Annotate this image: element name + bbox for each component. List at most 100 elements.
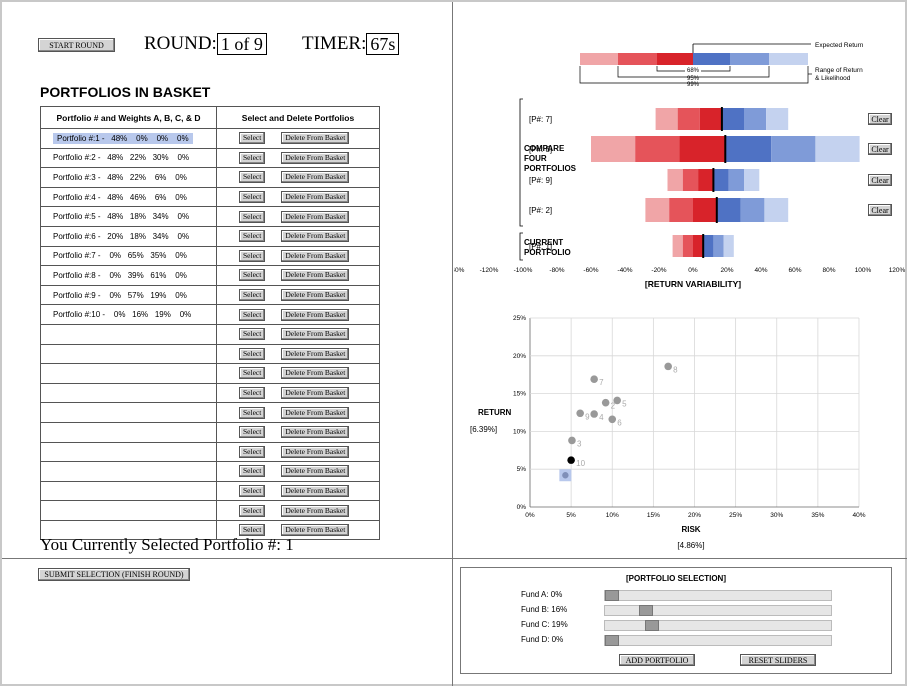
select-portfolio-button[interactable]: Select bbox=[239, 230, 266, 243]
delete-from-basket-button[interactable]: Delete From Basket bbox=[281, 524, 350, 537]
risk-return-scatter: 0% 5% 10% 15% 20% 25% 30% 35% 40% 0% 5% 10% 15% 20% 25… bbox=[470, 315, 866, 550]
delete-from-basket-button[interactable]: Delete From Basket bbox=[281, 367, 350, 380]
delete-from-basket-button[interactable]: Delete From Basket bbox=[281, 289, 350, 302]
select-portfolio-button[interactable]: Select bbox=[239, 387, 266, 400]
clear-portfolio-button[interactable]: Clear bbox=[868, 204, 892, 216]
select-portfolio-button[interactable]: Select bbox=[239, 132, 266, 145]
select-portfolio-button[interactable]: Select bbox=[239, 406, 266, 419]
delete-from-basket-button[interactable]: Delete From Basket bbox=[281, 387, 350, 400]
scatter-point[interactable]: 6 bbox=[608, 415, 622, 428]
fund-slider-thumb[interactable] bbox=[645, 620, 660, 631]
x-tick-label: -100% bbox=[514, 267, 533, 274]
scatter-point[interactable]: 4 bbox=[590, 410, 604, 422]
delete-from-basket-button[interactable]: Delete From Basket bbox=[281, 132, 350, 145]
portfolio-actions-cell: Select Delete From Basket bbox=[216, 323, 380, 345]
point-marker bbox=[562, 472, 569, 479]
delete-from-basket-button[interactable]: Delete From Basket bbox=[281, 328, 350, 341]
select-portfolio-button[interactable]: Select bbox=[239, 445, 266, 458]
scatter-point[interactable]: 5 bbox=[613, 396, 627, 409]
fund-slider-thumb[interactable] bbox=[605, 590, 619, 601]
select-portfolio-button[interactable]: Select bbox=[239, 151, 266, 164]
fund-slider-track[interactable] bbox=[604, 635, 832, 646]
portfolio-weights-cell: Portfolio #:2 - 48% 22% 30% 0% bbox=[40, 147, 217, 169]
basket-col2-header: Select and Delete Portfolios bbox=[216, 106, 380, 129]
select-portfolio-button[interactable]: Select bbox=[239, 210, 266, 223]
scatter-y-tick: 25% bbox=[513, 315, 526, 322]
scatter-y-tick: 15% bbox=[513, 391, 526, 398]
basket-col1-header: Portfolio # and Weights A, B, C, & D bbox=[40, 106, 217, 129]
select-portfolio-button[interactable]: Select bbox=[239, 465, 266, 478]
fund-slider-track[interactable] bbox=[604, 605, 832, 616]
portfolio-weights-cell: Portfolio #:9 - 0% 57% 19% 0% bbox=[40, 284, 217, 306]
delete-from-basket-button[interactable]: Delete From Basket bbox=[281, 151, 350, 164]
delete-from-basket-button[interactable]: Delete From Basket bbox=[281, 269, 350, 282]
delete-from-basket-button[interactable]: Delete From Basket bbox=[281, 191, 350, 204]
select-portfolio-button[interactable]: Select bbox=[239, 504, 266, 517]
return-variability-x-axis: -140% -120% -100% -80% -60% -40% -20% 0% 20% 40% 6… bbox=[454, 267, 906, 274]
select-portfolio-button[interactable]: Select bbox=[239, 347, 266, 360]
scatter-point[interactable]: 9 bbox=[576, 409, 590, 421]
start-round-button[interactable]: START ROUND bbox=[38, 38, 115, 52]
select-portfolio-button[interactable]: Select bbox=[239, 171, 266, 184]
fund-slider-thumb[interactable] bbox=[638, 605, 653, 616]
select-portfolio-button[interactable]: Select bbox=[239, 308, 266, 321]
delete-from-basket-button[interactable]: Delete From Basket bbox=[281, 465, 350, 478]
delete-from-basket-button[interactable]: Delete From Basket bbox=[281, 426, 350, 439]
basket-row: Select Delete From Basket bbox=[40, 461, 380, 482]
fund-slider-track[interactable] bbox=[604, 590, 832, 601]
select-portfolio-button[interactable]: Select bbox=[239, 328, 266, 341]
select-portfolio-button[interactable]: Select bbox=[239, 524, 266, 537]
basket-row: Portfolio #:2 - 48% 22% 30% 0% Select Dele… bbox=[40, 147, 380, 169]
select-portfolio-button[interactable]: Select bbox=[239, 484, 266, 497]
select-portfolio-button[interactable]: Select bbox=[239, 191, 266, 204]
clear-portfolio-button[interactable]: Clear bbox=[868, 113, 892, 125]
scatter-point[interactable] bbox=[559, 469, 572, 482]
x-tick-label: 100% bbox=[855, 267, 872, 274]
portfolio-weights-cell bbox=[40, 461, 217, 482]
basket-row: Select Delete From Basket bbox=[40, 421, 380, 443]
basket-row: Portfolio #:6 - 20% 18% 34% 0% Select Dele… bbox=[40, 225, 380, 247]
range-segment bbox=[672, 235, 683, 257]
select-portfolio-button[interactable]: Select bbox=[239, 289, 266, 302]
basket-row: Portfolio #:9 - 0% 57% 19% 0% Select Delet… bbox=[40, 284, 380, 306]
add-portfolio-button[interactable]: ADD PORTFOLIO bbox=[619, 654, 695, 666]
delete-from-basket-button[interactable]: Delete From Basket bbox=[281, 347, 350, 360]
portfolio-actions-cell: Select Delete From Basket bbox=[216, 441, 380, 463]
clear-portfolio-button[interactable]: Clear bbox=[868, 143, 892, 155]
portfolio-row-label: [P#: 8] bbox=[529, 145, 552, 154]
point-label: 9 bbox=[585, 412, 590, 421]
fund-slider-track[interactable] bbox=[604, 620, 832, 631]
legend-segment bbox=[730, 53, 769, 65]
portfolio-row-label: [P#: 9] bbox=[529, 176, 552, 185]
select-portfolio-button[interactable]: Select bbox=[239, 426, 266, 439]
delete-from-basket-button[interactable]: Delete From Basket bbox=[281, 171, 350, 184]
delete-from-basket-button[interactable]: Delete From Basket bbox=[281, 445, 350, 458]
select-portfolio-button[interactable]: Select bbox=[239, 249, 266, 262]
legend-expected-return: Expected Return bbox=[815, 42, 864, 49]
portfolio-weights-text: Portfolio #:4 - 48% 46% 6% 0% bbox=[53, 192, 187, 202]
submit-selection-button[interactable]: SUBMIT SELECTION (FINISH ROUND) bbox=[38, 568, 190, 581]
delete-from-basket-button[interactable]: Delete From Basket bbox=[281, 249, 350, 262]
clear-portfolio-button[interactable]: Clear bbox=[868, 174, 892, 186]
delete-from-basket-button[interactable]: Delete From Basket bbox=[281, 230, 350, 243]
delete-from-basket-button[interactable]: Delete From Basket bbox=[281, 484, 350, 497]
portfolio-weights-text: Portfolio #:8 - 0% 39% 61% 0% bbox=[53, 270, 187, 280]
delete-from-basket-button[interactable]: Delete From Basket bbox=[281, 308, 350, 321]
fund-slider-thumb[interactable] bbox=[605, 635, 619, 646]
range-segment bbox=[677, 108, 700, 130]
scatter-point[interactable]: 7 bbox=[590, 375, 604, 387]
delete-from-basket-button[interactable]: Delete From Basket bbox=[281, 504, 350, 517]
scatter-point[interactable]: 3 bbox=[568, 436, 582, 449]
scatter-point[interactable]: 10 bbox=[567, 456, 586, 468]
current-bracket bbox=[519, 232, 523, 261]
scatter-point[interactable]: 8 bbox=[664, 362, 678, 375]
select-portfolio-button[interactable]: Select bbox=[239, 367, 266, 380]
scatter-point[interactable]: 2 bbox=[601, 398, 616, 411]
reset-sliders-button[interactable]: RESET SLIDERS bbox=[740, 654, 816, 666]
range-segment bbox=[723, 235, 734, 257]
delete-from-basket-button[interactable]: Delete From Basket bbox=[281, 210, 350, 223]
delete-from-basket-button[interactable]: Delete From Basket bbox=[281, 406, 350, 419]
portfolio-weights-cell: Portfolio #:6 - 20% 18% 34% 0% bbox=[40, 225, 217, 247]
select-portfolio-button[interactable]: Select bbox=[239, 269, 266, 282]
scatter-y-tick: 0% bbox=[517, 504, 527, 511]
